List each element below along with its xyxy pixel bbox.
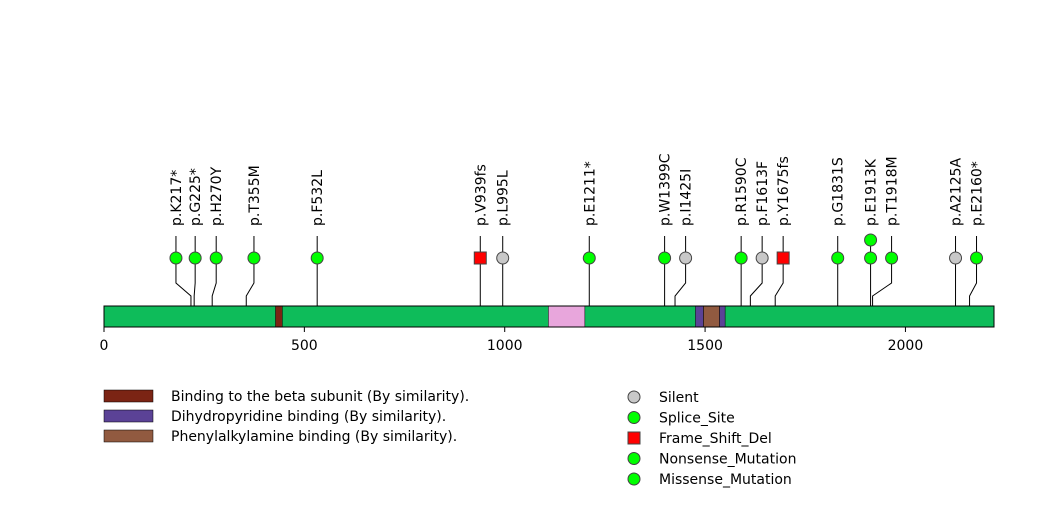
mutation-marker <box>949 251 963 265</box>
mutation-label: p.E1211* <box>582 161 598 226</box>
mutation-marker <box>496 251 510 265</box>
x-tick-label: 0 <box>100 338 109 354</box>
mutation-labels: p.K217* p.G225* p.H270Y p.T355M p.F532L p.V93… <box>169 153 986 226</box>
type-legend-marker <box>627 411 641 424</box>
type-legend-label: Splice_Site <box>659 411 735 427</box>
mutation-label: p.A2125A <box>949 157 965 226</box>
mutation-marker <box>970 251 984 265</box>
mutation-label: p.Y1675fs <box>776 156 792 226</box>
mutation-marker <box>864 233 878 247</box>
domain-legend-label: Dihydropyridine binding (By similarity). <box>171 409 446 425</box>
domain-legend: Binding to the beta subunit (By similari… <box>103 389 469 445</box>
type-legend-marker <box>627 452 641 465</box>
mutation-stem <box>872 236 893 306</box>
mutation-marker <box>209 251 223 265</box>
mutation-stem <box>245 236 255 306</box>
mutation-label: p.H270Y <box>209 166 225 226</box>
mutation-label: p.F532L <box>310 170 326 226</box>
domain-block <box>719 305 726 328</box>
mutation-label: p.K217* <box>169 170 185 226</box>
domain-block <box>703 305 720 328</box>
mutation-label: p.E2160* <box>970 161 986 226</box>
mutation-stem <box>211 236 217 306</box>
domain-block <box>695 305 704 328</box>
mutation-stem <box>674 236 687 306</box>
mutation-stem <box>193 236 196 306</box>
mutation-label: p.I1425I <box>679 169 695 226</box>
mutation-label: p.F1613F <box>755 161 771 226</box>
mutation-marker <box>831 251 845 265</box>
x-tick-label: 1500 <box>687 338 723 354</box>
domain-legend-label: Binding to the beta subunit (By similari… <box>171 389 469 405</box>
mutation-marker <box>679 251 693 265</box>
mutation-marker <box>247 251 261 265</box>
domain-block <box>275 305 283 328</box>
mutation-markers <box>169 233 984 265</box>
x-axis: 0 500 1000 1500 2000 <box>100 327 924 354</box>
protein-backbone-group <box>103 305 995 328</box>
mutation-label: p.T1918M <box>885 156 901 226</box>
x-tick-label: 2000 <box>888 338 924 354</box>
mutation-marker <box>169 251 183 265</box>
mutation-label: p.R1590C <box>734 157 750 226</box>
domain-legend-swatch <box>103 409 154 423</box>
mutation-type-legend: Silent Splice_Site Frame_Shift_Del Nonsense… <box>627 390 796 488</box>
protein-backbone-outline <box>103 305 995 328</box>
domain-legend-label: Phenylalkylamine binding (By similarity)… <box>171 429 457 445</box>
mutation-label: p.T355M <box>247 165 263 226</box>
mutation-marker <box>755 251 769 265</box>
mutation-marker <box>582 251 596 265</box>
type-legend-label: Nonsense_Mutation <box>659 452 796 468</box>
mutation-label: p.G225* <box>188 168 204 226</box>
type-legend-marker <box>627 390 641 404</box>
x-tick-label: 500 <box>291 338 318 354</box>
mutation-label: p.V939fs <box>473 164 489 226</box>
mutation-stems <box>175 236 978 306</box>
mutation-label: p.E1913K <box>864 158 880 226</box>
mutation-marker <box>188 251 202 265</box>
type-legend-marker <box>627 431 641 445</box>
domain-legend-swatch <box>103 429 154 443</box>
mutation-stem <box>774 236 784 306</box>
mutation-label: p.G1831S <box>831 157 847 226</box>
mutation-label: p.L995L <box>496 170 512 226</box>
type-legend-label: Silent <box>659 390 699 406</box>
mutation-stem <box>749 236 763 306</box>
mutation-marker <box>473 251 487 265</box>
type-legend-label: Missense_Mutation <box>659 472 792 488</box>
mutation-stem <box>969 236 978 306</box>
type-legend-marker <box>627 472 641 486</box>
type-legend-label: Frame_Shift_Del <box>659 431 772 447</box>
domain-legend-swatch <box>103 389 154 403</box>
domain-block <box>548 305 586 328</box>
mutation-label: p.W1399C <box>658 153 674 226</box>
mutation-marker <box>776 251 790 265</box>
mutation-marker <box>885 251 899 265</box>
mutation-stem <box>175 236 192 306</box>
mutation-marker <box>734 251 748 265</box>
mutation-marker <box>310 251 324 265</box>
x-tick-label: 1000 <box>487 338 523 354</box>
mutation-marker <box>864 251 878 265</box>
mutation-marker <box>658 251 672 265</box>
